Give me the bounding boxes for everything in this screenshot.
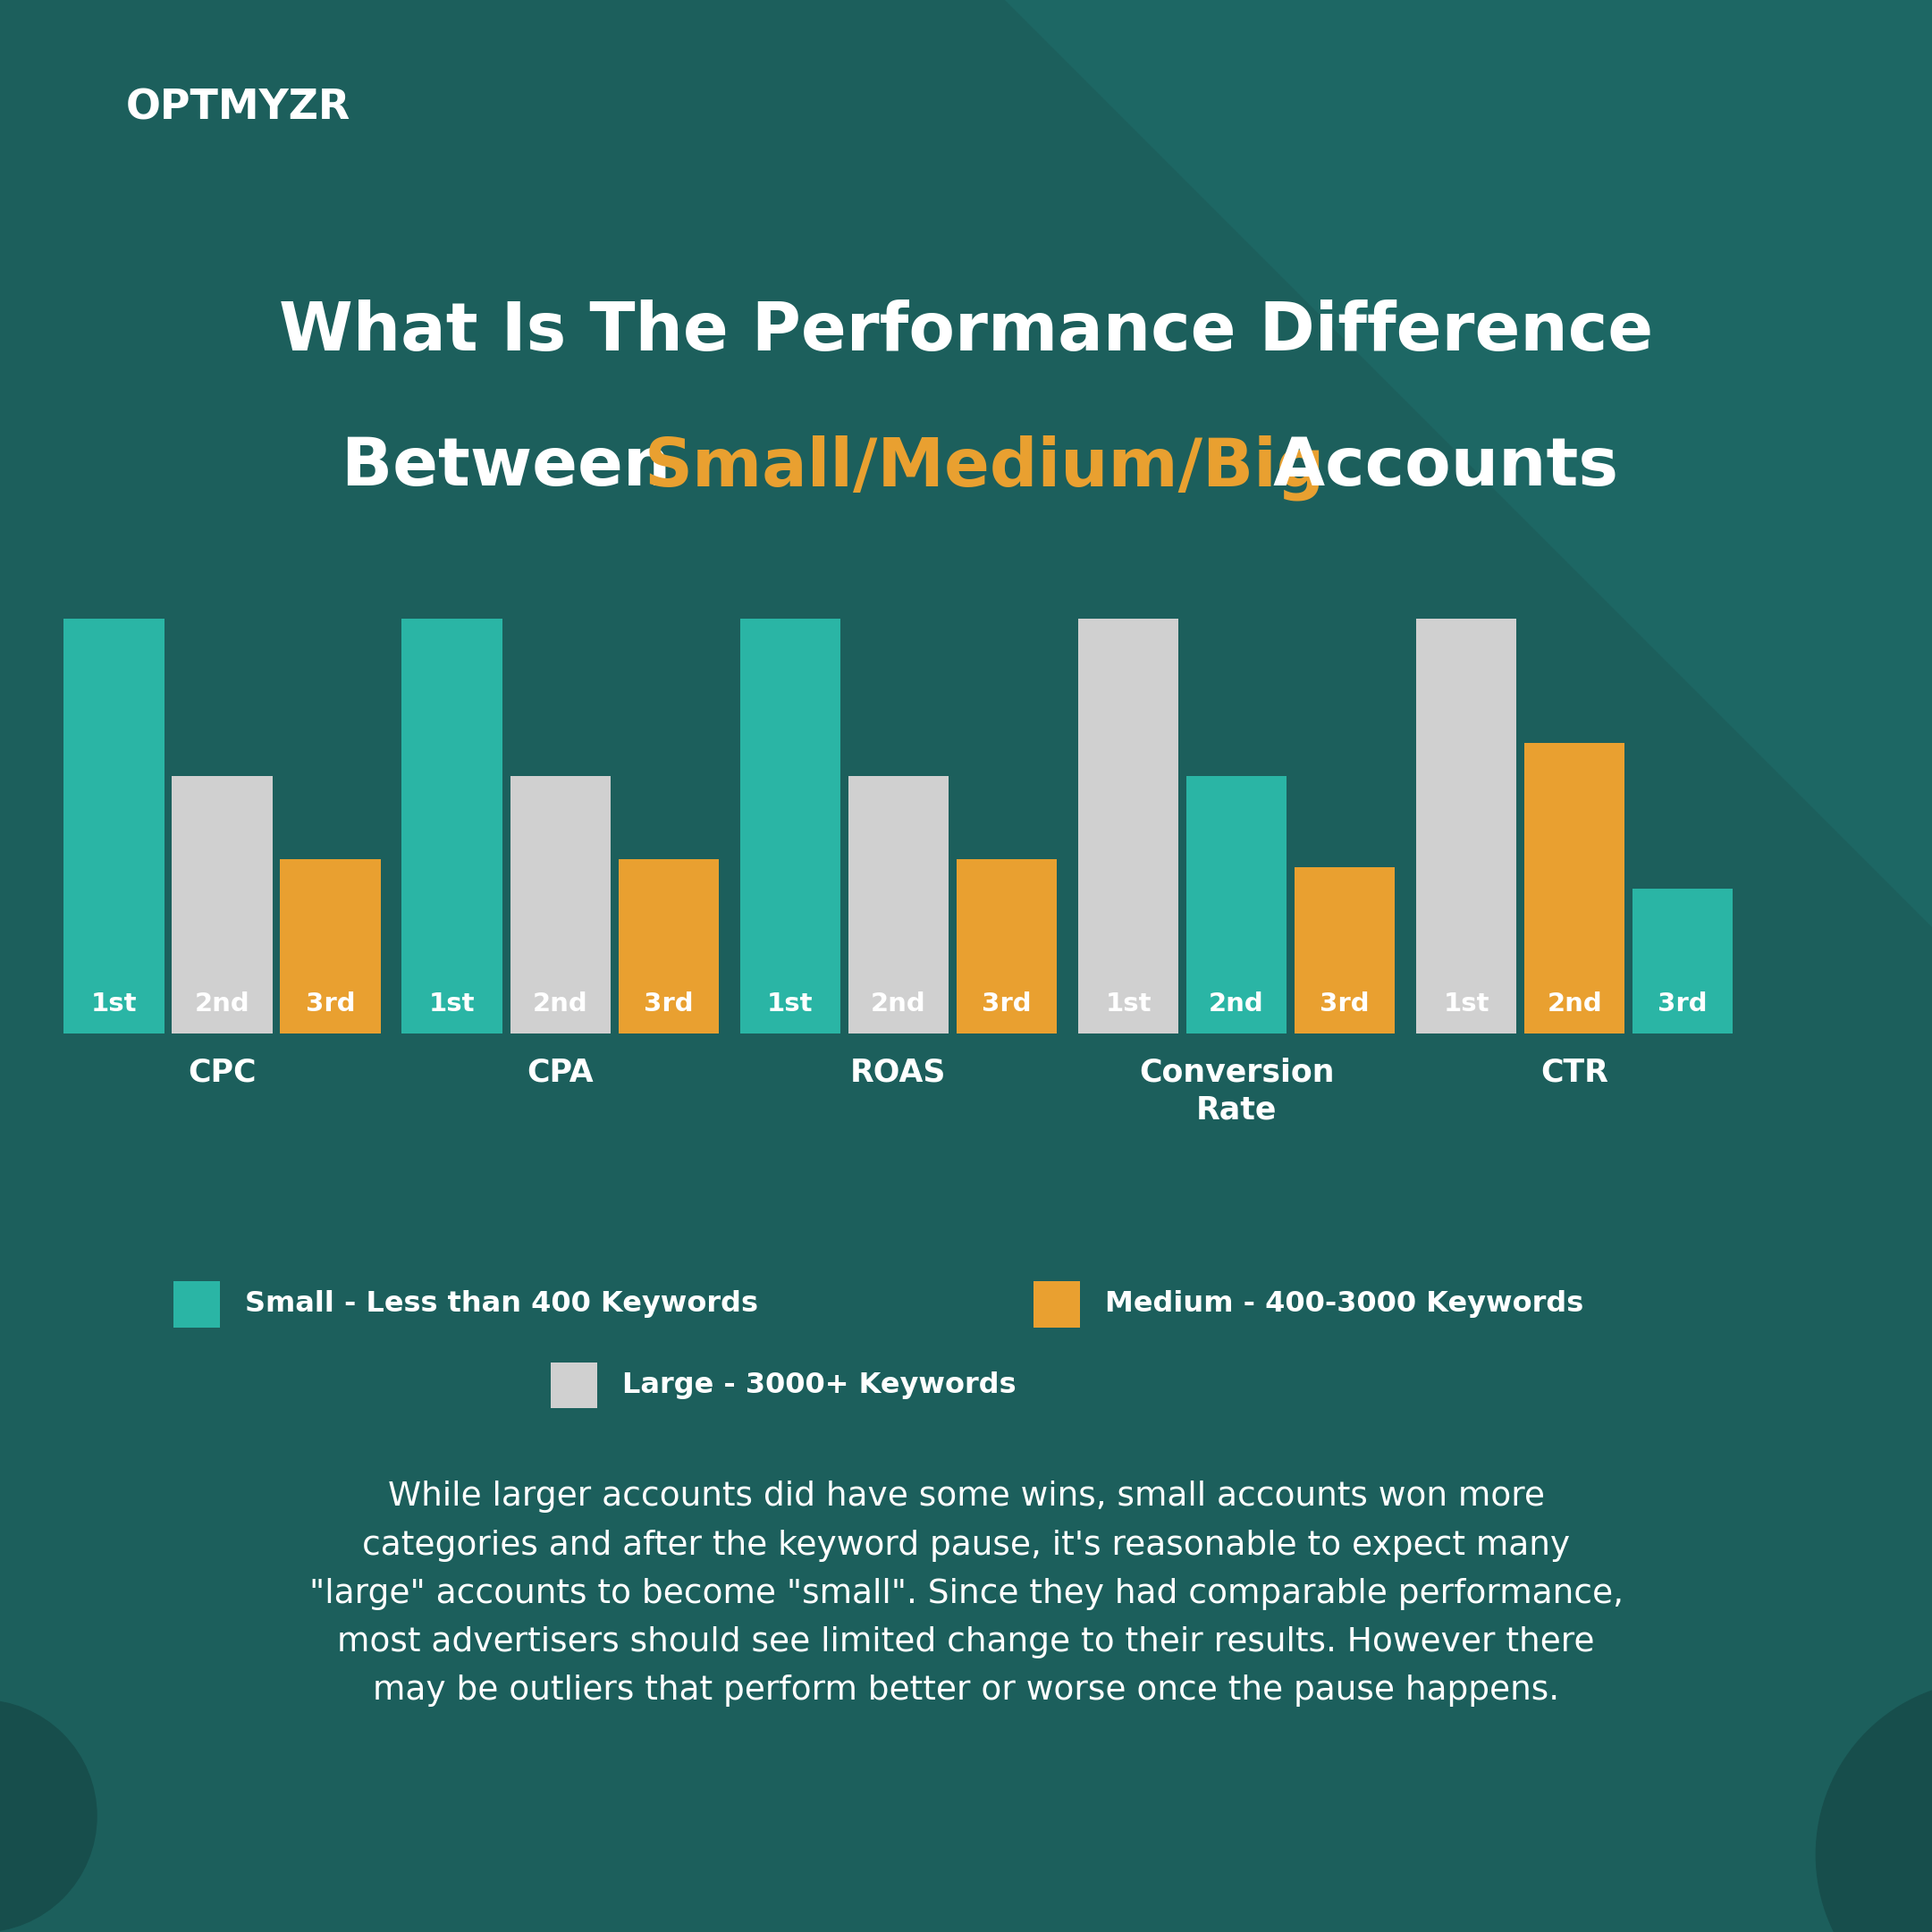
FancyBboxPatch shape — [1633, 889, 1733, 1034]
Text: 3rd: 3rd — [643, 991, 694, 1016]
Text: 3rd: 3rd — [981, 991, 1032, 1016]
FancyBboxPatch shape — [618, 860, 719, 1034]
FancyBboxPatch shape — [848, 777, 949, 1034]
FancyBboxPatch shape — [1186, 777, 1287, 1034]
Text: CPC: CPC — [187, 1057, 257, 1088]
Text: 2nd: 2nd — [871, 991, 925, 1016]
Text: 3rd: 3rd — [1658, 991, 1708, 1016]
Circle shape — [0, 1700, 97, 1932]
Text: 1st: 1st — [91, 991, 137, 1016]
Text: Small - Less than 400 Keywords: Small - Less than 400 Keywords — [245, 1291, 759, 1318]
FancyBboxPatch shape — [740, 618, 840, 1034]
FancyBboxPatch shape — [64, 618, 164, 1034]
Text: Medium - 400-3000 Keywords: Medium - 400-3000 Keywords — [1105, 1291, 1584, 1318]
Polygon shape — [1005, 0, 1932, 927]
FancyBboxPatch shape — [172, 777, 272, 1034]
FancyBboxPatch shape — [280, 860, 381, 1034]
Text: 3rd: 3rd — [305, 991, 355, 1016]
FancyBboxPatch shape — [1034, 1281, 1080, 1327]
FancyBboxPatch shape — [551, 1362, 597, 1408]
FancyBboxPatch shape — [402, 618, 502, 1034]
Text: ROAS: ROAS — [850, 1057, 947, 1088]
Text: 2nd: 2nd — [533, 991, 587, 1016]
Text: OPTMYZR: OPTMYZR — [126, 89, 350, 128]
FancyBboxPatch shape — [1294, 867, 1395, 1034]
Text: 2nd: 2nd — [195, 991, 249, 1016]
Text: 1st: 1st — [1443, 991, 1490, 1016]
Text: What Is The Performance Difference: What Is The Performance Difference — [278, 299, 1654, 365]
Text: Accounts: Accounts — [1250, 435, 1619, 500]
Text: Between: Between — [342, 435, 694, 500]
Text: CTR: CTR — [1540, 1057, 1609, 1088]
FancyBboxPatch shape — [1524, 742, 1625, 1034]
FancyBboxPatch shape — [510, 777, 611, 1034]
Text: Conversion
Rate: Conversion Rate — [1138, 1057, 1335, 1124]
FancyBboxPatch shape — [174, 1281, 220, 1327]
Text: 2nd: 2nd — [1209, 991, 1264, 1016]
FancyBboxPatch shape — [956, 860, 1057, 1034]
FancyBboxPatch shape — [1416, 618, 1517, 1034]
Text: 1st: 1st — [429, 991, 475, 1016]
Text: 2nd: 2nd — [1548, 991, 1602, 1016]
Text: While larger accounts did have some wins, small accounts won more
categories and: While larger accounts did have some wins… — [309, 1482, 1623, 1706]
Text: 1st: 1st — [767, 991, 813, 1016]
Text: Small/Medium/Big: Small/Medium/Big — [643, 435, 1325, 500]
Text: 1st: 1st — [1105, 991, 1151, 1016]
Circle shape — [1816, 1681, 1932, 1932]
FancyBboxPatch shape — [1078, 618, 1179, 1034]
Text: Large - 3000+ Keywords: Large - 3000+ Keywords — [622, 1372, 1016, 1399]
Text: 3rd: 3rd — [1320, 991, 1370, 1016]
Text: CPA: CPA — [527, 1057, 593, 1088]
